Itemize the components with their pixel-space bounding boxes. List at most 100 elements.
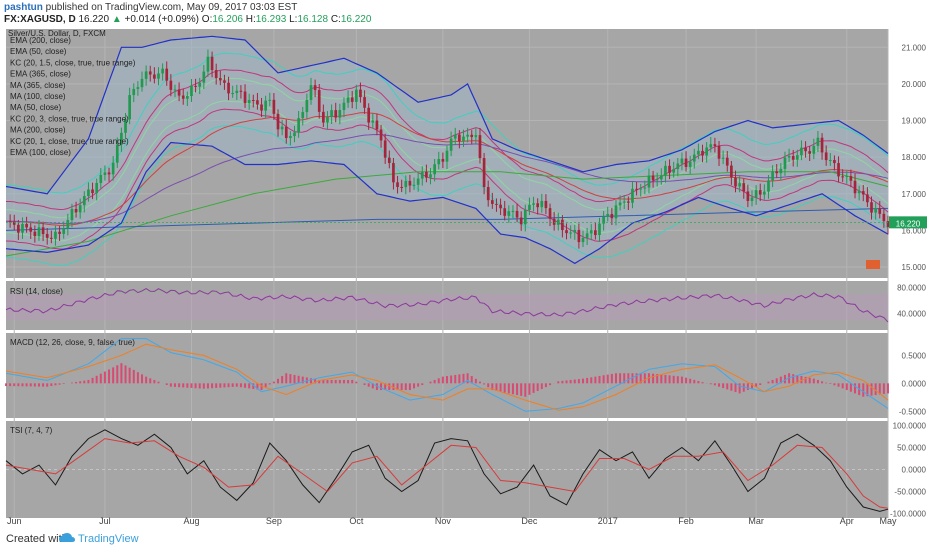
- candle-body[interactable]: [750, 197, 754, 201]
- candle-body[interactable]: [284, 126, 288, 138]
- candle-body[interactable]: [581, 237, 585, 243]
- candle-body[interactable]: [577, 229, 581, 243]
- candle-body[interactable]: [231, 93, 235, 95]
- candle-body[interactable]: [779, 168, 783, 174]
- candle-body[interactable]: [429, 174, 432, 178]
- candle-body[interactable]: [136, 87, 140, 89]
- candle-body[interactable]: [334, 110, 338, 118]
- candle-body[interactable]: [841, 176, 845, 178]
- candle-body[interactable]: [466, 134, 469, 137]
- candle-body[interactable]: [462, 136, 465, 142]
- candle-body[interactable]: [396, 182, 399, 187]
- candle-body[interactable]: [598, 223, 601, 235]
- candle-body[interactable]: [561, 219, 564, 231]
- candle-body[interactable]: [857, 191, 861, 194]
- candle-body[interactable]: [144, 71, 148, 79]
- candle-body[interactable]: [552, 218, 556, 225]
- candle-body[interactable]: [338, 109, 342, 118]
- candle-body[interactable]: [738, 183, 741, 187]
- candle-body[interactable]: [74, 208, 78, 213]
- candle-body[interactable]: [367, 107, 371, 123]
- candle-body[interactable]: [82, 196, 86, 206]
- candle-body[interactable]: [95, 182, 99, 194]
- candle-body[interactable]: [363, 97, 366, 108]
- candle-body[interactable]: [148, 71, 152, 75]
- candle-body[interactable]: [346, 97, 350, 103]
- candle-body[interactable]: [585, 233, 589, 238]
- candle-body[interactable]: [548, 208, 552, 219]
- candle-body[interactable]: [206, 56, 210, 72]
- candle-body[interactable]: [29, 227, 33, 232]
- candle-body[interactable]: [289, 136, 292, 138]
- candle-body[interactable]: [647, 175, 651, 188]
- candle-body[interactable]: [392, 163, 395, 183]
- candle-body[interactable]: [474, 135, 478, 138]
- candle-body[interactable]: [639, 188, 643, 190]
- candle-body[interactable]: [210, 56, 214, 71]
- candle-body[interactable]: [775, 171, 779, 174]
- candle-body[interactable]: [643, 187, 647, 189]
- candle-body[interactable]: [115, 144, 119, 163]
- candle-body[interactable]: [124, 119, 127, 133]
- candle-body[interactable]: [655, 179, 659, 181]
- candle-body[interactable]: [833, 160, 836, 164]
- candle-body[interactable]: [486, 187, 490, 201]
- candle-body[interactable]: [610, 214, 614, 219]
- candle-body[interactable]: [169, 80, 173, 90]
- candle-body[interactable]: [470, 134, 474, 138]
- candle-body[interactable]: [651, 175, 655, 181]
- candle-body[interactable]: [499, 204, 502, 209]
- candle-body[interactable]: [845, 176, 849, 178]
- candle-body[interactable]: [849, 176, 853, 181]
- candle-body[interactable]: [853, 180, 857, 194]
- candle-body[interactable]: [680, 158, 684, 164]
- candle-body[interactable]: [260, 104, 263, 111]
- candle-body[interactable]: [161, 68, 164, 74]
- candle-body[interactable]: [449, 138, 453, 151]
- candle-body[interactable]: [78, 205, 82, 213]
- candle-body[interactable]: [705, 147, 708, 156]
- candle-body[interactable]: [371, 120, 375, 123]
- candle-body[interactable]: [276, 113, 280, 130]
- candle-body[interactable]: [882, 213, 886, 222]
- candle-body[interactable]: [387, 157, 391, 164]
- candle-body[interactable]: [128, 95, 131, 120]
- candle-body[interactable]: [305, 99, 309, 113]
- candle-body[interactable]: [565, 230, 568, 234]
- candle-body[interactable]: [676, 163, 680, 170]
- candle-body[interactable]: [754, 190, 758, 198]
- candle-body[interactable]: [684, 158, 688, 168]
- candle-body[interactable]: [515, 210, 519, 218]
- candle-body[interactable]: [589, 230, 593, 234]
- candle-body[interactable]: [618, 202, 622, 206]
- candle-body[interactable]: [808, 151, 812, 154]
- candle-body[interactable]: [420, 171, 424, 179]
- candle-body[interactable]: [58, 231, 61, 234]
- candle-body[interactable]: [350, 97, 354, 102]
- candle-body[interactable]: [359, 89, 362, 98]
- candle-body[interactable]: [532, 203, 535, 205]
- candle-body[interactable]: [664, 165, 667, 176]
- candle-body[interactable]: [140, 78, 144, 88]
- candle-body[interactable]: [190, 85, 193, 97]
- candle-body[interactable]: [511, 210, 515, 212]
- candle-body[interactable]: [354, 89, 358, 102]
- chart-area[interactable]: Jun Jul Aug Sep Oct Nov Dec 2017 Feb Mar Apr May 21.…: [0, 28, 932, 528]
- candle-body[interactable]: [540, 200, 544, 208]
- candle-body[interactable]: [783, 157, 787, 169]
- author-link[interactable]: pashtun: [4, 2, 43, 13]
- candle-body[interactable]: [627, 201, 630, 203]
- candle-body[interactable]: [874, 208, 877, 213]
- candle-body[interactable]: [342, 102, 346, 110]
- candle-body[interactable]: [49, 237, 53, 239]
- candle-body[interactable]: [177, 89, 181, 96]
- candle-body[interactable]: [767, 180, 770, 192]
- candle-body[interactable]: [701, 150, 704, 156]
- candle-body[interactable]: [725, 157, 729, 166]
- candle-body[interactable]: [227, 82, 230, 94]
- candle-body[interactable]: [239, 90, 243, 92]
- candle-body[interactable]: [400, 186, 404, 188]
- candle-body[interactable]: [33, 231, 37, 237]
- candle-body[interactable]: [519, 217, 523, 225]
- candle-body[interactable]: [313, 85, 317, 91]
